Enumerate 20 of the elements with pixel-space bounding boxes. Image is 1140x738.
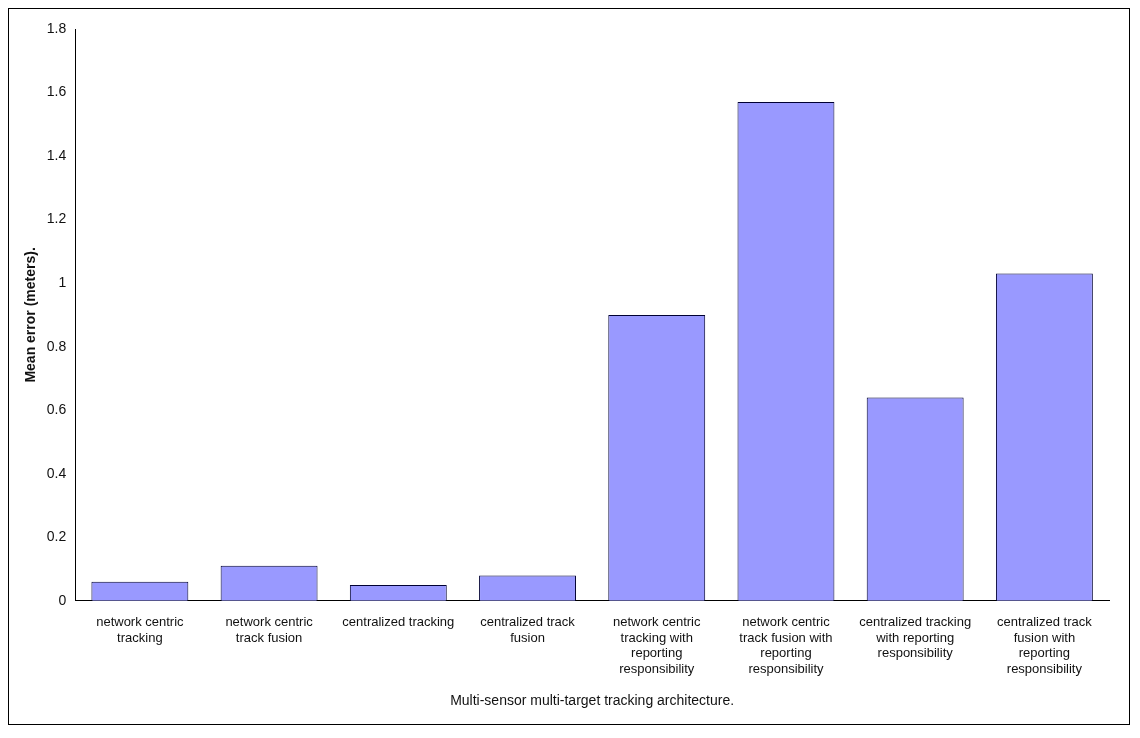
y-tick-label: 0 <box>58 591 67 608</box>
x-tick-label: centralized track fusion <box>480 614 576 645</box>
y-tick-label: 1.4 <box>46 146 67 163</box>
y-tick-label: 1.2 <box>46 210 67 227</box>
y-axis-title: Mean error (meters). <box>22 247 39 383</box>
y-tick-label: 1.6 <box>46 83 67 100</box>
x-tick-label: centralized track fusion with reporting responsibility <box>997 614 1093 676</box>
x-tick-label: network centric tracking with reporting responsibility <box>613 614 701 676</box>
y-tick-label: 0.6 <box>46 401 67 418</box>
y-tick-label: 1.8 <box>46 19 67 36</box>
x-tick-label: centralized tracking <box>342 614 455 630</box>
y-tick-label: 0.2 <box>46 528 67 545</box>
x-tick-label: network centric track fusion with reporting responsibility <box>739 614 833 676</box>
x-axis-title: Multi-sensor multi-target tracking architecture. <box>450 692 735 709</box>
y-tick-label: 0.4 <box>46 464 67 481</box>
y-tick-label: 0.8 <box>46 337 67 354</box>
y-tick-label: 1 <box>58 273 67 290</box>
x-tick-label: network centric tracking <box>96 614 185 645</box>
x-tick-label: centralized tracking with reporting responsibility <box>859 614 972 661</box>
x-tick-label: network centric track fusion <box>225 614 314 645</box>
